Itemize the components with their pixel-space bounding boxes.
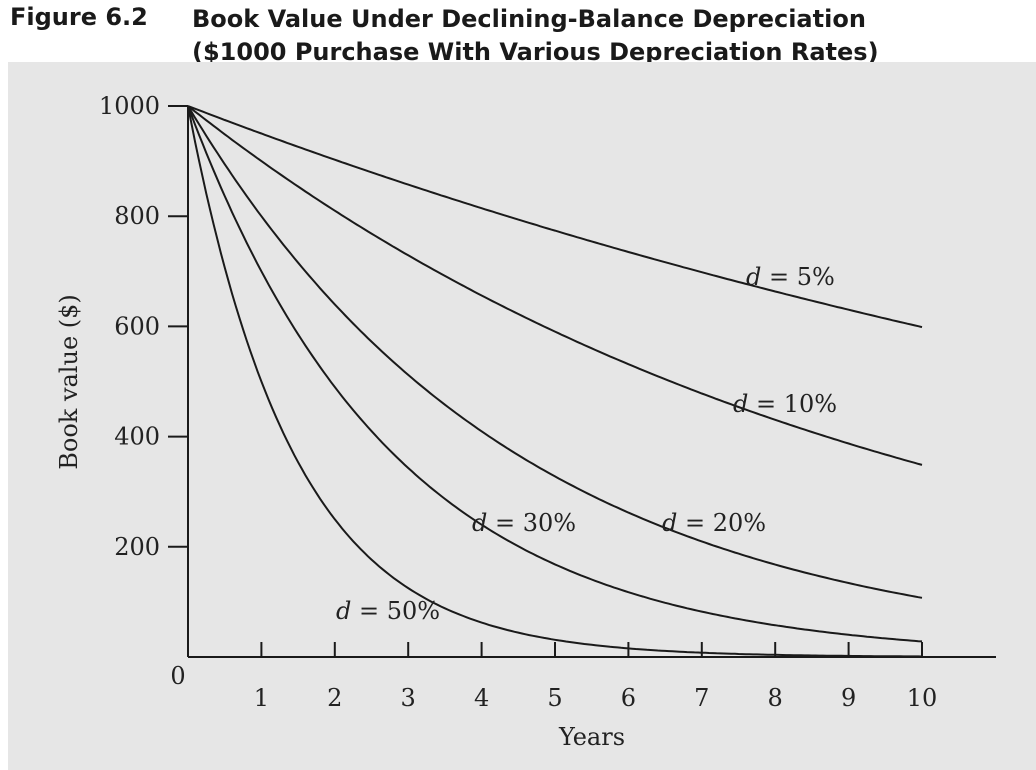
x-tick-label: 1: [254, 684, 269, 712]
x-tick-label: 10: [907, 684, 938, 712]
figure-label: Figure 6.2: [10, 3, 148, 31]
x-tick-label: 7: [694, 684, 709, 712]
curve-label-variable: d: [746, 263, 761, 291]
x-ticks-group: 1 2 3 4 5 6 7 8 9 10: [254, 642, 938, 712]
curve-label-variable: d: [472, 509, 487, 537]
curve-label-rate: 50%: [387, 597, 440, 625]
y-tick-label: 400: [114, 423, 160, 451]
y-tick-label: 1000: [99, 92, 160, 120]
y-tick-label: 200: [114, 533, 160, 561]
curve-label-equals: =: [761, 263, 796, 291]
y-axis-title: Book value ($): [55, 294, 83, 470]
curve-label-rate: 30%: [523, 509, 576, 537]
curve-d-10: [187, 105, 923, 466]
figure-title-line-1: Book Value Under Declining-Balance Depre…: [192, 5, 866, 33]
x-axis-title: Years: [558, 723, 625, 751]
curve-d-5: [187, 105, 923, 329]
chart-panel: [8, 62, 1036, 770]
y-tick-label: 600: [114, 312, 160, 340]
x-tick-label: 3: [401, 684, 416, 712]
x-tick-label: 6: [621, 684, 636, 712]
curve-label-rate: 10%: [784, 390, 837, 418]
curve-label: d = 30%: [472, 509, 576, 537]
x-tick-label: 2: [327, 684, 342, 712]
curve-label: d = 10%: [733, 390, 837, 418]
curves-group: [187, 105, 923, 658]
curve-label-rate: 20%: [713, 509, 766, 537]
y-tick-label: 800: [114, 202, 160, 230]
curve-label-rate: 5%: [797, 263, 835, 291]
curve-labels-group: d = 5%d = 10%d = 20%d = 30%d = 50%: [336, 263, 837, 625]
curve-label-variable: d: [662, 509, 677, 537]
curve-label-equals: =: [677, 509, 712, 537]
figure-title: Book Value Under Declining-Balance Depre…: [192, 3, 879, 69]
figure-title-line-2: ($1000 Purchase With Various Depreciatio…: [192, 38, 879, 66]
curve-d-30: [187, 105, 923, 643]
curve-label: d = 20%: [662, 509, 766, 537]
x-tick-label: 8: [768, 684, 783, 712]
curve-label-equals: =: [351, 597, 386, 625]
curve-label-variable: d: [336, 597, 351, 625]
origin-label: 0: [170, 662, 185, 690]
curve-d-20: [187, 105, 923, 599]
curve-d-50: [187, 105, 923, 658]
y-ticks-group: 200 400 600 800 1000: [99, 92, 188, 561]
curve-label: d = 50%: [336, 597, 440, 625]
x-tick-label: 5: [547, 684, 562, 712]
curve-label-equals: =: [748, 390, 783, 418]
curve-label-equals: =: [487, 509, 522, 537]
x-tick-label: 4: [474, 684, 489, 712]
curve-label: d = 5%: [746, 263, 835, 291]
x-tick-label: 9: [841, 684, 856, 712]
curve-label-variable: d: [733, 390, 748, 418]
